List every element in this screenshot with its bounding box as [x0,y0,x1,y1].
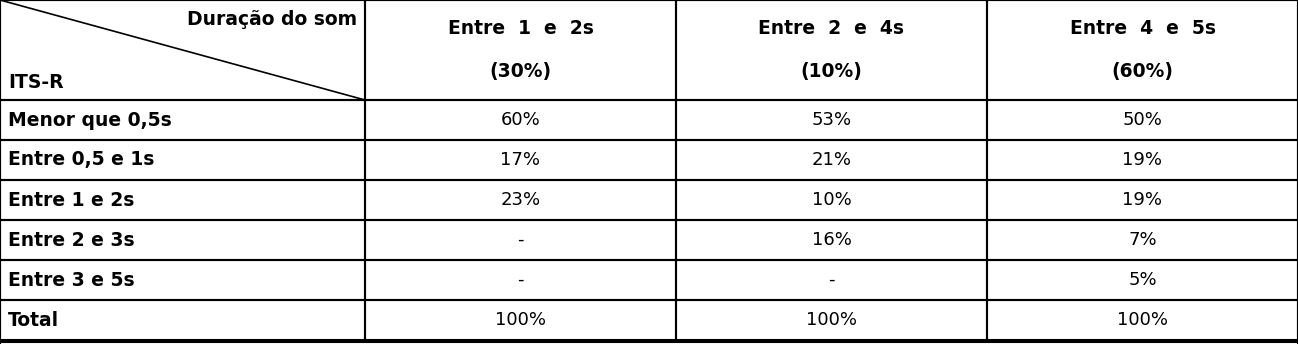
Text: 53%: 53% [811,111,851,129]
Text: 19%: 19% [1123,191,1163,209]
Text: -: - [828,271,835,289]
Text: 16%: 16% [811,231,851,249]
Text: Entre 3 e 5s: Entre 3 e 5s [8,270,135,290]
Text: Duração do som: Duração do som [187,10,357,29]
Text: 100%: 100% [806,311,857,329]
Text: 17%: 17% [501,151,540,169]
Text: 19%: 19% [1123,151,1163,169]
Text: Entre  1  e  2s: Entre 1 e 2s [448,19,593,37]
Text: 100%: 100% [1118,311,1168,329]
Text: Entre 0,5 e 1s: Entre 0,5 e 1s [8,151,154,170]
Text: 50%: 50% [1123,111,1163,129]
Text: 100%: 100% [495,311,546,329]
Text: 7%: 7% [1128,231,1157,249]
Text: Menor que 0,5s: Menor que 0,5s [8,110,171,129]
Text: (30%): (30%) [489,63,552,82]
Text: Entre  4  e  5s: Entre 4 e 5s [1070,19,1215,37]
Text: 21%: 21% [811,151,851,169]
Text: (10%): (10%) [801,63,862,82]
Text: 23%: 23% [501,191,540,209]
Text: 10%: 10% [811,191,851,209]
Text: Entre 1 e 2s: Entre 1 e 2s [8,191,135,209]
Text: -: - [517,271,524,289]
Text: 60%: 60% [501,111,540,129]
Text: 5%: 5% [1128,271,1157,289]
Text: Entre 2 e 3s: Entre 2 e 3s [8,230,135,249]
Text: (60%): (60%) [1111,63,1173,82]
Text: ITS-R: ITS-R [8,73,64,92]
Text: -: - [517,231,524,249]
Text: Total: Total [8,311,60,330]
Text: Entre  2  e  4s: Entre 2 e 4s [758,19,905,37]
